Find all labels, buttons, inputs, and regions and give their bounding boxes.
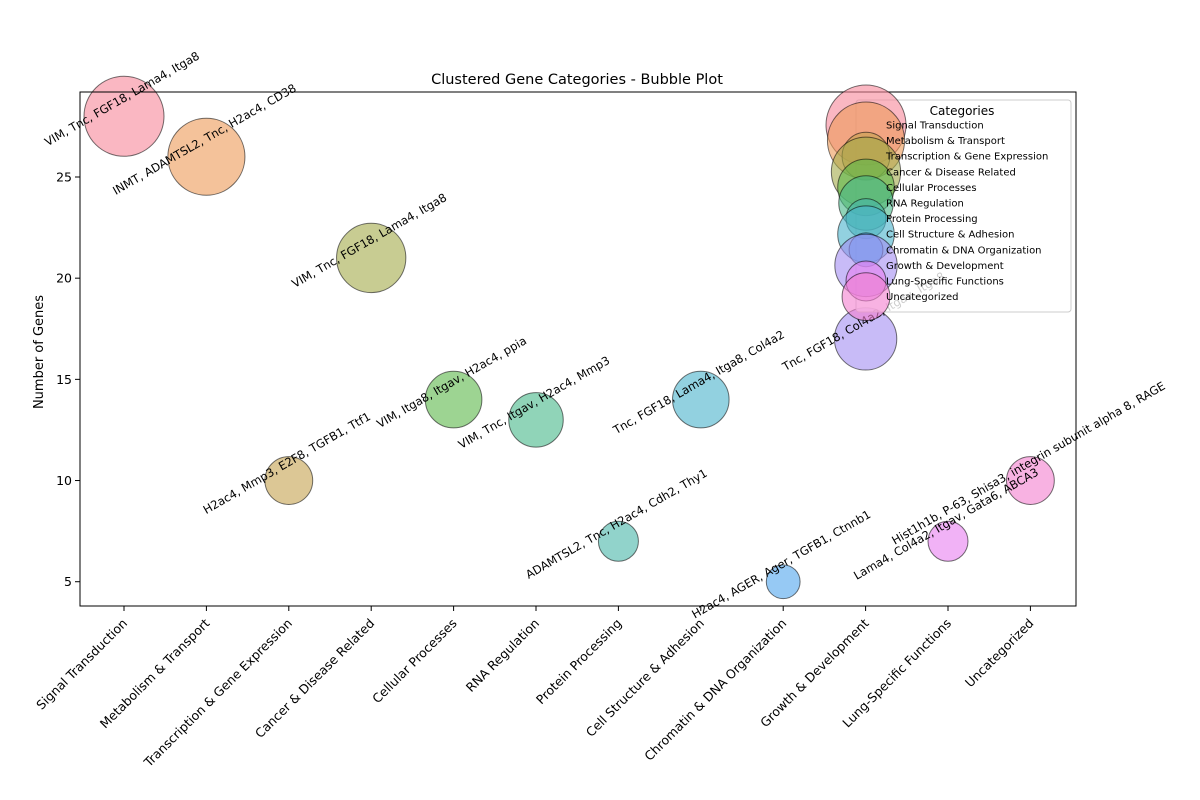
legend-label: Transcription & Gene Expression — [885, 152, 1048, 163]
bubble — [336, 222, 407, 294]
legend-label: Protein Processing — [886, 214, 978, 225]
y-tick-label: 15 — [56, 372, 72, 387]
legend-marker — [841, 272, 891, 322]
legend-label: Metabolism & Transport — [886, 136, 1005, 147]
y-tick-label: 20 — [56, 271, 72, 286]
bubble — [264, 456, 314, 505]
legend-label: Lung-Specific Functions — [886, 277, 1004, 288]
bubbles-layer — [83, 75, 1055, 600]
plot-frame — [79, 91, 1077, 607]
legend-label: Cancer & Disease Related — [886, 167, 1016, 178]
legend-label: Growth & Development — [886, 261, 1004, 272]
bubble — [1005, 456, 1055, 505]
legend-label: Signal Transduction — [886, 121, 984, 132]
legend-label: Uncategorized — [886, 292, 958, 303]
y-axis-label: Number of Genes — [32, 295, 47, 409]
legend-label: RNA Regulation — [886, 199, 964, 210]
y-tick-label: 25 — [56, 169, 72, 184]
bubble — [597, 520, 639, 562]
bubble — [167, 117, 246, 196]
legend-label: Cellular Processes — [886, 183, 977, 194]
bubble — [83, 75, 165, 157]
legend-label: Chromatin & DNA Organization — [886, 245, 1042, 256]
y-tick-label: 10 — [56, 473, 72, 488]
legend: Categories Signal Transduction Metabolism … — [825, 84, 1072, 322]
bubble — [424, 370, 483, 429]
legend-label: Cell Structure & Adhesion — [886, 230, 1015, 241]
bubble — [508, 392, 564, 448]
bubble — [672, 370, 730, 429]
bubble — [927, 520, 969, 562]
chart-title: Clustered Gene Categories - Bubble Plot — [431, 72, 723, 88]
y-tick-label: 5 — [64, 574, 72, 589]
bubble — [765, 564, 801, 600]
legend-title: Categories — [930, 104, 995, 118]
